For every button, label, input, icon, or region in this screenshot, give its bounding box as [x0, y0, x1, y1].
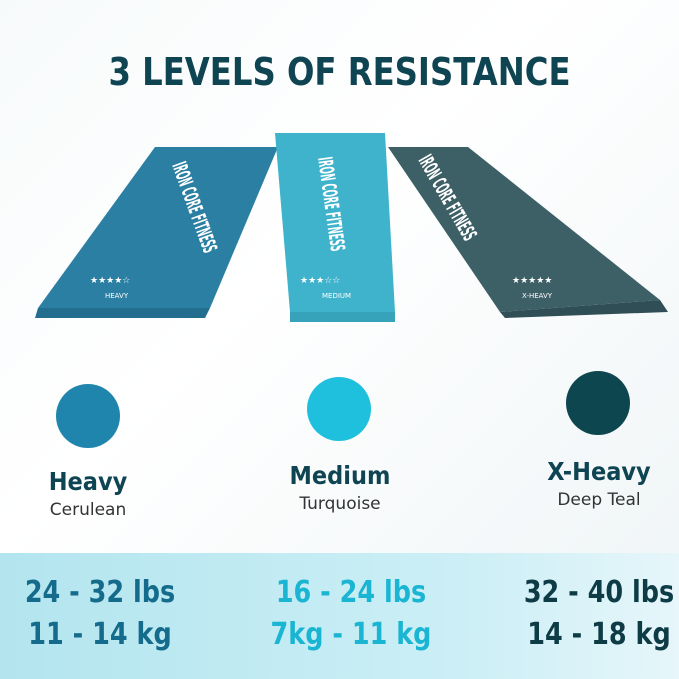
band-label: X-HEAVY — [522, 292, 553, 300]
level-heavy: Heavy Cerulean — [0, 467, 188, 520]
weight-lbs: 16 - 24 lbs — [275, 575, 427, 610]
band-medium: IRON CORE FITNESS ★★★☆☆ MEDIUM — [275, 133, 395, 322]
weight-heavy: 24 - 32 lbs 11 - 14 kg — [7, 572, 194, 656]
band-stars: ★★★☆☆ — [300, 276, 340, 286]
band-stars: ★★★★☆ — [90, 276, 130, 286]
level-name: Medium — [289, 461, 391, 490]
level-color-name: Turquoise — [299, 494, 381, 514]
resistance-bands-image: IRON CORE FITNESS ★★★★☆ HEAVY IRON CORE … — [35, 133, 668, 322]
band-stars: ★★★★★ — [512, 276, 552, 286]
color-swatch-heavy — [56, 384, 120, 448]
level-color-name: Cerulean — [49, 500, 127, 520]
weight-kg: 7kg - 11 kg — [270, 617, 432, 652]
weight-lbs: 32 - 40 lbs — [523, 575, 675, 610]
weight-lbs: 24 - 32 lbs — [24, 575, 176, 610]
level-color-name: Deep Teal — [557, 490, 641, 510]
color-swatch-x-heavy — [566, 371, 630, 435]
weight-x-heavy: 32 - 40 lbs 14 - 18 kg — [506, 572, 679, 656]
band-heavy: IRON CORE FITNESS ★★★★☆ HEAVY — [35, 147, 278, 318]
band-label: MEDIUM — [322, 292, 351, 300]
band-label: HEAVY — [105, 292, 129, 300]
level-name: X-Heavy — [547, 457, 651, 486]
weight-kg: 11 - 14 kg — [28, 617, 172, 652]
level-medium: Medium Turquoise — [240, 461, 440, 514]
band-x-heavy: IRON CORE FITNESS ★★★★★ X-HEAVY — [388, 147, 668, 318]
weight-medium: 16 - 24 lbs 7kg - 11 kg — [258, 572, 445, 656]
color-swatch-medium — [307, 377, 371, 441]
weight-strip — [0, 553, 679, 679]
level-x-heavy: X-Heavy Deep Teal — [499, 457, 679, 510]
weight-kg: 14 - 18 kg — [527, 617, 671, 652]
page-title: 3 LEVELS OF RESISTANCE — [108, 50, 571, 94]
level-name: Heavy — [48, 467, 128, 496]
